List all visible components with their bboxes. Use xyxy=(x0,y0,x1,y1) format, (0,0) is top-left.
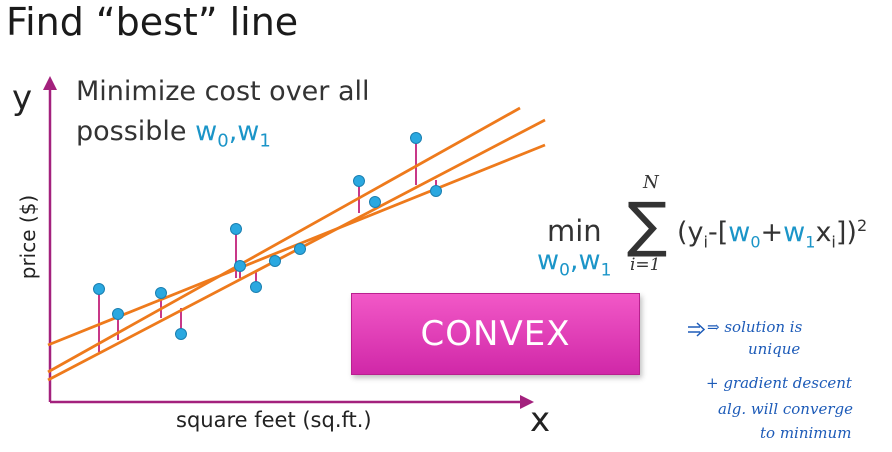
note-line-5: to minimum xyxy=(760,424,852,442)
minimize-line-1: Minimize cost over all xyxy=(76,76,370,107)
data-point xyxy=(369,196,381,208)
data-point xyxy=(93,283,105,295)
slide-title: Find “best” line xyxy=(6,0,299,44)
note-line-3: + gradient descent xyxy=(706,374,852,392)
minimize-line-2: possible w0,w1 xyxy=(76,116,271,152)
note-arrow-icon xyxy=(688,322,706,337)
data-points xyxy=(93,132,442,340)
data-point xyxy=(250,281,262,293)
note-line-4: alg. will converge xyxy=(718,400,853,418)
formula-min-subscript: w0,w1 xyxy=(537,245,612,281)
x-axis-label: square feet (sq.ft.) xyxy=(176,408,372,432)
data-point xyxy=(430,185,442,197)
weights-label: w0,w1 xyxy=(195,116,271,152)
sum-upper-limit: N xyxy=(643,172,659,193)
data-point xyxy=(353,175,365,187)
data-point xyxy=(234,260,246,272)
convex-box: CONVEX xyxy=(351,293,640,375)
data-point xyxy=(269,255,281,267)
data-point xyxy=(230,223,242,235)
y-axis-label: price ($) xyxy=(16,194,40,280)
x-axis-symbol: x xyxy=(530,400,551,440)
sum-sigma-icon: ∑ xyxy=(627,190,668,260)
fit-line-b xyxy=(47,106,521,374)
formula-min: min xyxy=(547,214,602,248)
y-axis-symbol: y xyxy=(12,78,33,118)
y-axis-arrow xyxy=(43,76,57,90)
data-point xyxy=(112,308,124,320)
note-line-1: ⇒ solution is xyxy=(707,318,803,336)
data-point xyxy=(410,132,422,144)
data-point xyxy=(294,243,306,255)
data-point xyxy=(155,287,167,299)
note-line-2: unique xyxy=(748,340,801,358)
data-point xyxy=(175,328,187,340)
x-axis-arrow xyxy=(520,395,534,409)
minimize-text: Minimize cost over all possible w0,w1 xyxy=(76,72,370,161)
sum-expression: (yi-[w0+w1xi])2 xyxy=(677,216,868,252)
sum-lower-limit: i=1 xyxy=(630,255,661,275)
